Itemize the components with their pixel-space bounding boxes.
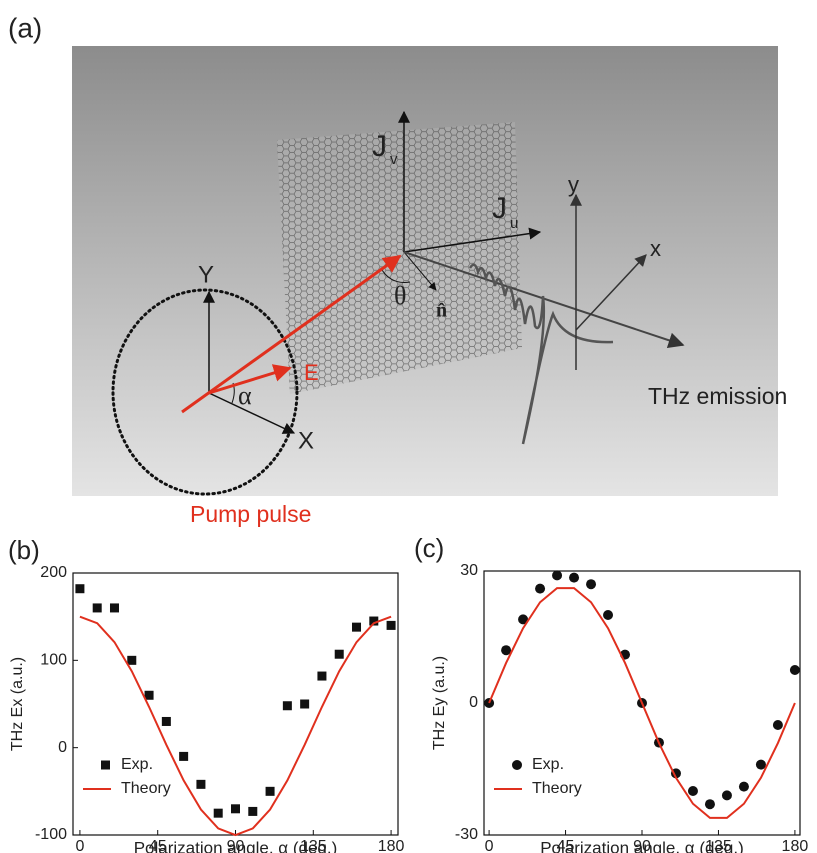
- normal-label: n̂: [436, 300, 447, 322]
- exp-point: [687, 786, 698, 796]
- theory-line: [488, 587, 796, 819]
- alpha-label: α: [238, 381, 252, 410]
- panel-label: (b): [8, 535, 40, 565]
- thz-waveform: [468, 263, 614, 445]
- exp-point: [179, 751, 189, 761]
- normal-vector: [403, 251, 437, 291]
- exp-point: [535, 583, 546, 594]
- exp-point: [518, 614, 529, 625]
- x-axis-arrow: [575, 254, 647, 331]
- x-tick-label: 0: [485, 838, 494, 853]
- panel-label: (c): [414, 533, 444, 563]
- x-tick-label: 135: [705, 838, 732, 853]
- exp-point: [248, 806, 258, 816]
- exp-point: [386, 620, 396, 630]
- x-tick-label: 180: [782, 838, 809, 853]
- exp-point: [755, 759, 766, 770]
- y-tick-label: -100: [35, 826, 67, 843]
- e-field-arrow: [208, 364, 292, 395]
- exp-point: [196, 779, 206, 789]
- y-axis-label: THz Ex (a.u.): [9, 657, 26, 751]
- exp-point: [369, 616, 379, 626]
- Y-label: Y: [198, 261, 214, 288]
- x-label: x: [650, 236, 661, 261]
- exp-point: [552, 570, 563, 581]
- legend-label: Exp.: [532, 756, 564, 773]
- x-tick-label: 135: [300, 838, 327, 853]
- exp-point: [231, 804, 240, 814]
- panel-label: (a): [8, 12, 42, 43]
- exp-point: [127, 655, 137, 665]
- x-axis-label: Polarization angle, α (deg.): [134, 838, 338, 853]
- y-tick-label: 100: [40, 652, 67, 669]
- ju-label: J: [492, 192, 507, 225]
- legend-label: Theory: [532, 780, 582, 797]
- exp-point: [300, 699, 310, 709]
- exp-point: [603, 610, 614, 620]
- jv-label: J: [372, 130, 387, 163]
- x-tick-label: 90: [227, 838, 245, 853]
- y-axis-label: THz Ey (a.u.): [431, 656, 448, 750]
- y-tick-label: 200: [40, 564, 67, 581]
- x-tick-label: 180: [378, 838, 405, 853]
- pump-label: Pump pulse: [190, 501, 311, 527]
- exp-point: [144, 690, 154, 700]
- X-axis-arrow: [208, 392, 296, 434]
- x-tick-label: 45: [557, 838, 575, 853]
- theory-line: [79, 615, 392, 837]
- exp-point: [334, 649, 344, 659]
- y-label: y: [568, 172, 579, 197]
- exp-point: [501, 645, 512, 656]
- x-axis-label: Polarization angle, α (deg.): [540, 838, 744, 853]
- polarization-circle: [111, 288, 299, 496]
- y-tick-label: 30: [460, 562, 478, 579]
- exp-point: [772, 720, 783, 730]
- exp-point: [789, 665, 800, 675]
- exp-point: [317, 671, 327, 681]
- exp-point: [109, 603, 119, 613]
- x-tick-label: 45: [149, 838, 167, 853]
- y-tick-label: 0: [469, 694, 478, 711]
- ju-subscript: u: [510, 215, 518, 232]
- emission-label: THz emission: [648, 383, 787, 409]
- exp-point: [75, 584, 85, 594]
- x-tick-label: 0: [75, 838, 84, 853]
- pump-beam: [181, 254, 402, 414]
- exp-point: [721, 790, 732, 801]
- legend-marker: [101, 760, 110, 770]
- exp-point: [265, 786, 275, 796]
- exp-point: [282, 701, 292, 711]
- exp-point: [213, 808, 223, 818]
- X-label: X: [298, 427, 314, 454]
- exp-point: [569, 572, 580, 583]
- exp-point: [92, 603, 102, 613]
- theta-label: θ: [394, 281, 406, 310]
- legend-marker: [512, 760, 522, 770]
- y-tick-label: -30: [455, 826, 478, 843]
- exp-point: [738, 781, 749, 792]
- e-label: E: [304, 360, 319, 385]
- y-tick-label: 0: [58, 739, 67, 756]
- x-tick-label: 90: [633, 838, 651, 853]
- legend-label: Theory: [121, 780, 171, 797]
- exp-point: [161, 716, 171, 726]
- exp-point: [586, 579, 597, 590]
- legend-label: Exp.: [121, 756, 153, 773]
- exp-point: [704, 799, 715, 810]
- exp-point: [352, 622, 362, 632]
- jv-subscript: v: [390, 151, 398, 168]
- ju-axis: [403, 227, 542, 253]
- charts: (b) 0 45 90 135 180 -100 0 100 200 Polarization an…: [8, 533, 808, 853]
